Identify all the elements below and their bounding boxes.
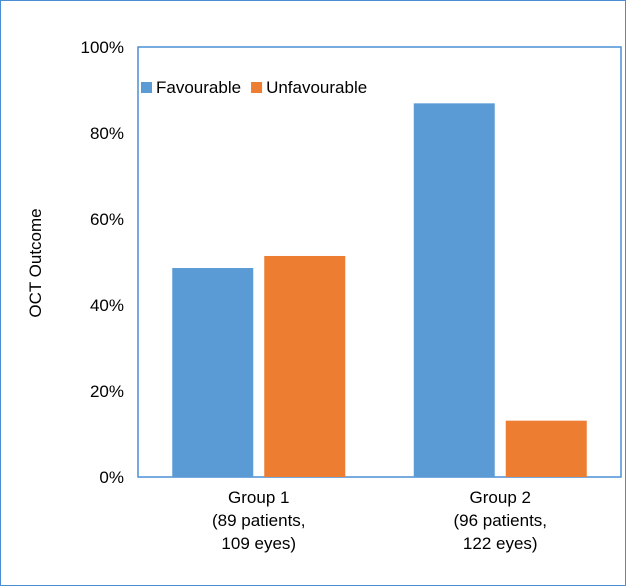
plot-area: 0% 20% 40% 60% 80% 100% Group 1 (89 patients, 10… [81, 38, 622, 553]
legend: Favourable Unfavourable [141, 78, 367, 97]
legend-label-unfavourable: Unfavourable [266, 78, 367, 97]
bar-unfavourable-group-2 [505, 420, 587, 477]
x-category-label: 122 eyes) [463, 534, 538, 553]
legend-swatch-unfavourable [251, 82, 263, 93]
x-category-label: 109 eyes) [221, 534, 296, 553]
y-axis-title: OCT Outcome [26, 208, 45, 317]
y-tick-label: 80% [90, 124, 124, 143]
bar-favourable-group-2 [413, 103, 495, 477]
y-tick-label: 60% [90, 210, 124, 229]
plot-frame [137, 46, 622, 478]
bar-favourable-group-1 [172, 268, 254, 477]
legend-swatch-favourable [141, 82, 152, 93]
y-tick-label: 0% [99, 468, 124, 487]
x-category-label: Group 2 [470, 488, 531, 507]
x-category-label: Group 1 [228, 488, 289, 507]
y-tick-label: 40% [90, 296, 124, 315]
x-category-label: (96 patients, [453, 511, 547, 530]
y-tick-label: 100% [81, 38, 124, 57]
y-tick-label: 20% [90, 382, 124, 401]
x-category-label: (89 patients, [212, 511, 306, 530]
bar-unfavourable-group-1 [264, 255, 346, 477]
legend-label-favourable: Favourable [156, 78, 241, 97]
